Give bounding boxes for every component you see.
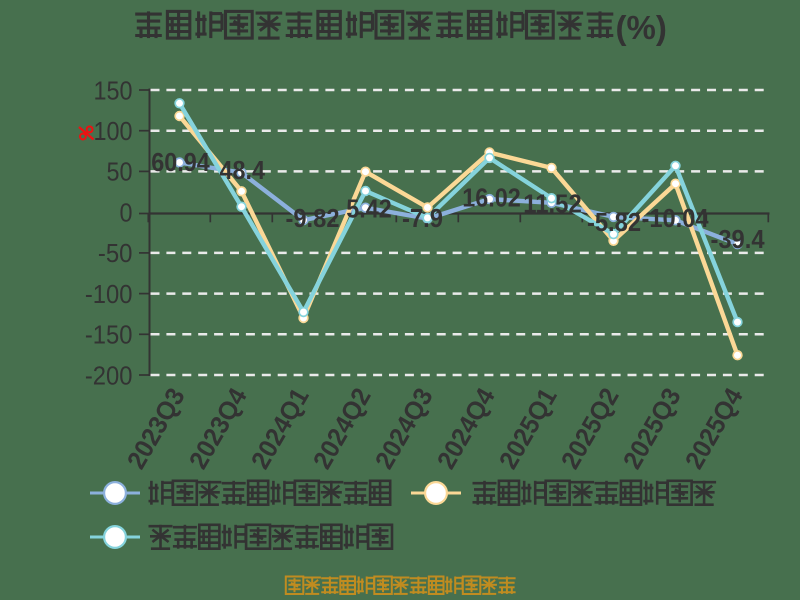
svg-text:-10.04: -10.04	[641, 203, 709, 233]
svg-text:-5.82: -5.82	[587, 207, 641, 237]
svg-text:-50: -50	[98, 238, 133, 268]
svg-text:11.52: 11.52	[523, 188, 582, 218]
svg-text:-39.4: -39.4	[710, 224, 765, 254]
svg-text:60.94: 60.94	[151, 147, 210, 177]
svg-text:-7.9: -7.9	[402, 203, 443, 233]
svg-text:-9.82: -9.82	[285, 203, 339, 233]
svg-text:16.02: 16.02	[462, 182, 521, 212]
svg-text:48.4: 48.4	[220, 155, 266, 185]
svg-text:150: 150	[94, 75, 133, 105]
svg-text:100: 100	[94, 116, 133, 146]
svg-text:0: 0	[120, 197, 133, 227]
svg-text:-150: -150	[85, 320, 133, 350]
svg-text:(%): (%)	[616, 9, 667, 46]
svg-text:-200: -200	[85, 360, 133, 390]
svg-text:5.42: 5.42	[346, 193, 392, 223]
svg-text:50: 50	[107, 157, 133, 187]
svg-text:-100: -100	[85, 279, 133, 309]
